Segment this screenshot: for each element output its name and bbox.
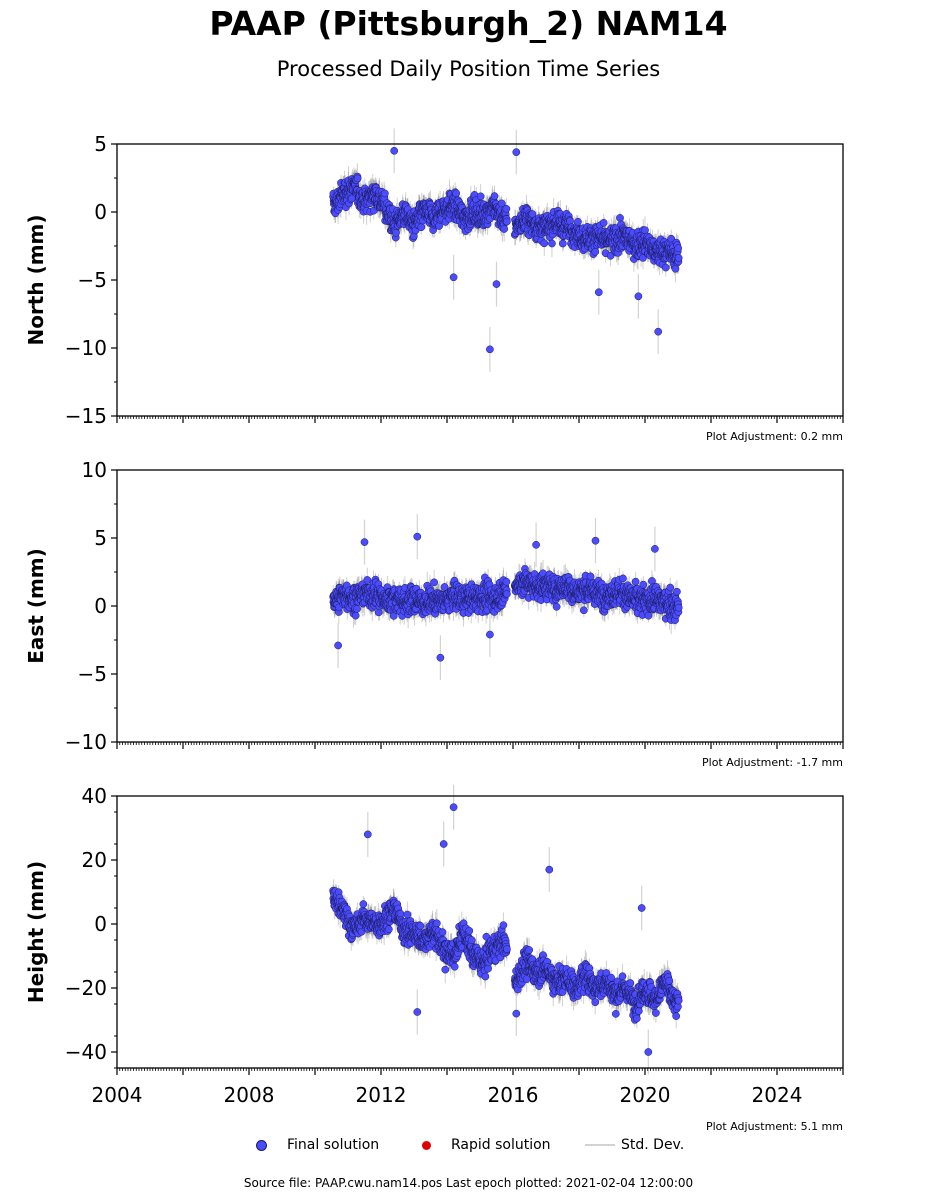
data-point bbox=[452, 189, 461, 198]
data-point bbox=[540, 239, 549, 248]
data-point bbox=[497, 199, 506, 208]
chart-subtitle: Processed Daily Position Time Series bbox=[276, 57, 661, 81]
data-point bbox=[449, 273, 458, 282]
data-point bbox=[390, 146, 399, 155]
y-tick-label: −10 bbox=[65, 336, 107, 360]
data-point bbox=[353, 605, 361, 613]
data-point bbox=[599, 218, 608, 227]
data-point bbox=[417, 223, 426, 232]
data-point bbox=[381, 189, 389, 198]
data-points bbox=[329, 146, 683, 354]
axes-frame bbox=[116, 143, 844, 417]
data-point bbox=[500, 225, 509, 233]
data-point bbox=[392, 228, 400, 237]
data-point bbox=[654, 327, 663, 336]
data-point bbox=[674, 254, 683, 262]
data-points bbox=[329, 532, 683, 662]
y-axis-label: North (mm) bbox=[24, 214, 48, 345]
data-point bbox=[594, 288, 603, 297]
data-point bbox=[430, 578, 438, 587]
data-point bbox=[591, 247, 600, 256]
y-tick-label: 5 bbox=[94, 132, 107, 156]
y-tick-label: −5 bbox=[78, 268, 107, 292]
data-point bbox=[353, 174, 362, 183]
data-point bbox=[674, 244, 683, 253]
data-point bbox=[616, 214, 624, 222]
data-point bbox=[634, 292, 643, 301]
data-point bbox=[490, 192, 499, 200]
y-tick-label: 0 bbox=[94, 200, 107, 224]
data-point bbox=[558, 239, 567, 248]
data-point bbox=[661, 263, 670, 272]
data-point bbox=[502, 204, 511, 213]
data-point bbox=[486, 345, 494, 354]
data-point bbox=[435, 222, 443, 230]
y-tick-label: −15 bbox=[65, 404, 107, 428]
data-point bbox=[492, 280, 501, 288]
data-point bbox=[351, 611, 360, 620]
chart-title: PAAP (Pittsburgh_2) NAM14 bbox=[209, 4, 728, 43]
data-point bbox=[574, 217, 582, 226]
plot-adjustment: Plot Adjustment: 0.2 mm bbox=[706, 430, 843, 443]
data-point bbox=[548, 239, 556, 248]
data-point bbox=[476, 192, 485, 201]
data-point bbox=[503, 217, 511, 226]
data-point bbox=[512, 148, 521, 157]
panel-0: 5 0 −5 −10 −15 North (mm) Plot Adjustment: 0.2… bbox=[24, 128, 844, 443]
